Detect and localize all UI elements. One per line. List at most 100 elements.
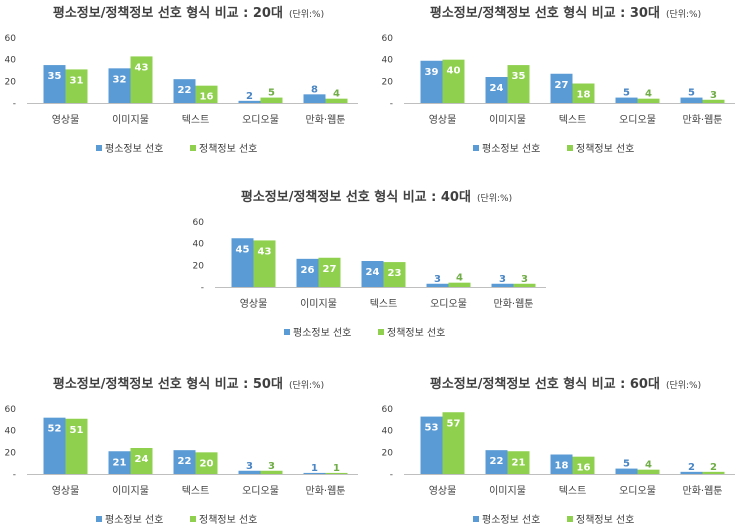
chart-title-line: 평소정보/정책정보 선호 형식 비교 : 20대 (단위:%) [53, 5, 324, 21]
legend-label: 평소정보 선호 [293, 327, 351, 339]
legend-label: 정책정보 선호 [387, 327, 445, 339]
y-tick-label: - [390, 470, 393, 480]
chart-title: 평소정보/정책정보 선호 형식 비교 : 60대 [430, 376, 660, 392]
chart-title-line: 평소정보/정책정보 선호 형식 비교 : 50대 (단위:%) [53, 376, 324, 392]
category-label: 오디오물 [430, 298, 467, 310]
data-label: 4 [645, 89, 652, 100]
data-label: 5 [623, 459, 630, 470]
bar-usual-info [615, 97, 638, 103]
bar-chart: 평소정보/정책정보 선호 형식 비교 : 60대 (단위:%) - 20 40 60 53 5… [382, 376, 735, 526]
chart-panel-50s: 평소정보/정책정보 선호 형식 비교 : 50대 (단위:%) - 20 40 60 52 5… [0, 371, 377, 531]
category-label: 이미지물 [300, 298, 337, 310]
category-label: 만화·웹툰 [494, 298, 534, 310]
bar-chart: 평소정보/정책정보 선호 형식 비교 : 20대 (단위:%) - 20 40 60 35 3… [5, 5, 358, 155]
bar-policy-info [195, 85, 218, 103]
y-tick-label: 20 [193, 261, 205, 271]
data-label: 5 [623, 88, 630, 99]
y-tick-label: - [390, 99, 393, 109]
category-label: 이미지물 [489, 485, 526, 497]
data-label: 32 [113, 74, 127, 85]
bar-chart: 평소정보/정책정보 선호 형식 비교 : 30대 (단위:%) - 20 40 60 39 4… [382, 5, 735, 155]
data-label: 5 [688, 88, 695, 99]
bar-usual-info [296, 258, 319, 287]
legend-label: 평소정보 선호 [482, 143, 540, 155]
data-label: 21 [113, 457, 127, 468]
data-label: 52 [48, 424, 62, 435]
legend-swatch [378, 329, 384, 335]
y-tick-label: 60 [382, 405, 394, 415]
y-tick-label: 20 [382, 448, 394, 458]
y-tick-label: 60 [5, 34, 17, 44]
category-label: 텍스트 [559, 114, 587, 126]
bar-usual-info [485, 450, 508, 474]
data-label: 18 [577, 90, 591, 101]
category-label: 영상물 [429, 485, 457, 497]
legend-swatch [473, 516, 479, 522]
chart-panel-60s: 평소정보/정책정보 선호 형식 비교 : 60대 (단위:%) - 20 40 60 53 5… [377, 371, 754, 531]
bar-usual-info [420, 60, 443, 103]
data-label: 1 [311, 463, 318, 474]
legend-swatch [96, 145, 102, 151]
bar-policy-info [130, 56, 153, 103]
bar-usual-info [491, 283, 514, 287]
bar-usual-info [615, 468, 638, 474]
data-label: 3 [434, 274, 441, 285]
bar-usual-info [43, 417, 66, 474]
legend-swatch [284, 329, 290, 335]
chart-panel-30s: 평소정보/정책정보 선호 형식 비교 : 30대 (단위:%) - 20 40 60 39 4… [377, 0, 754, 160]
bar-usual-info [43, 65, 66, 103]
category-label: 오디오물 [619, 114, 656, 126]
bar-policy-info [507, 451, 530, 474]
bar-policy-info [507, 65, 530, 103]
bar-chart: 평소정보/정책정보 선호 형식 비교 : 40대 (단위:%) - 20 40 60 45 4… [193, 189, 546, 339]
bar-usual-info [550, 454, 573, 474]
data-label: 4 [645, 460, 652, 471]
category-label: 영상물 [429, 114, 457, 126]
data-label: 16 [200, 92, 214, 103]
category-label: 이미지물 [489, 114, 526, 126]
legend-label: 정책정보 선호 [576, 143, 634, 155]
bar-usual-info [108, 451, 131, 474]
chart-title: 평소정보/정책정보 선호 형식 비교 : 50대 [53, 376, 283, 392]
y-tick-label: - [13, 470, 16, 480]
y-tick-label: 40 [193, 240, 205, 250]
category-label: 텍스트 [370, 298, 398, 310]
data-label: 1 [333, 463, 340, 474]
category-label: 텍스트 [182, 114, 210, 126]
chart-title: 평소정보/정책정보 선호 형식 비교 : 40대 [241, 189, 471, 205]
bar-usual-info [426, 283, 449, 287]
y-tick-label: 40 [5, 56, 17, 66]
y-tick-label: 20 [5, 448, 17, 458]
y-tick-label: 20 [5, 77, 17, 87]
category-label: 만화·웹툰 [683, 114, 723, 126]
bar-usual-info [550, 73, 573, 103]
bar-policy-info [65, 418, 88, 474]
category-label: 만화·웹툰 [306, 114, 346, 126]
data-label: 18 [555, 461, 569, 472]
data-label: 43 [258, 246, 272, 257]
bar-policy-info [572, 456, 595, 474]
category-label: 오디오물 [242, 114, 279, 126]
chart-title-line: 평소정보/정책정보 선호 형식 비교 : 30대 (단위:%) [430, 5, 701, 21]
bar-usual-info [231, 238, 254, 287]
legend-swatch [96, 516, 102, 522]
data-label: 57 [447, 418, 461, 429]
category-label: 텍스트 [559, 485, 587, 497]
y-tick-label: 40 [382, 56, 394, 66]
data-label: 23 [388, 268, 402, 279]
bar-policy-info [130, 448, 153, 474]
category-label: 오디오물 [242, 485, 279, 497]
data-label: 3 [499, 274, 506, 285]
data-label: 24 [366, 267, 380, 278]
y-tick-label: - [13, 99, 16, 109]
legend-swatch [190, 145, 196, 151]
data-label: 27 [555, 80, 569, 91]
data-label: 3 [710, 90, 717, 101]
legend-label: 평소정보 선호 [105, 143, 163, 155]
category-label: 만화·웹툰 [683, 485, 723, 497]
chart-title: 평소정보/정책정보 선호 형식 비교 : 30대 [430, 5, 660, 21]
bar-chart: 평소정보/정책정보 선호 형식 비교 : 50대 (단위:%) - 20 40 60 52 5… [5, 376, 358, 526]
data-label: 5 [268, 88, 275, 99]
category-label: 영상물 [52, 485, 80, 497]
category-label: 이미지물 [112, 114, 149, 126]
